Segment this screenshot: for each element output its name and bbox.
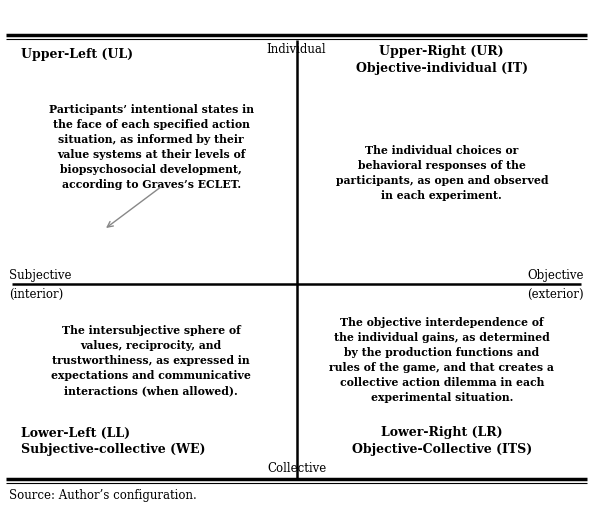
Text: (exterior): (exterior) <box>528 289 584 301</box>
Text: The intersubjective sphere of
values, reciprocity, and
trustworthiness, as expre: The intersubjective sphere of values, re… <box>51 325 251 396</box>
Text: Objective: Objective <box>528 269 584 281</box>
Text: Upper-Left (UL): Upper-Left (UL) <box>21 48 133 61</box>
Text: The objective interdependence of
the individual gains, as determined
by the prod: The objective interdependence of the ind… <box>329 317 554 404</box>
Text: Lower-Right (LR): Lower-Right (LR) <box>381 426 503 440</box>
Text: Participants’ intentional states in
the face of each specified action
situation,: Participants’ intentional states in the … <box>49 103 254 190</box>
Text: Subjective: Subjective <box>9 269 71 281</box>
Text: Objective-Collective (ITS): Objective-Collective (ITS) <box>352 443 532 456</box>
Text: The individual choices or
behavioral responses of the
participants, as open and : The individual choices or behavioral res… <box>336 145 548 201</box>
Text: Individual: Individual <box>267 43 326 56</box>
Text: Objective-individual (IT): Objective-individual (IT) <box>356 62 528 75</box>
Text: Lower-Left (LL): Lower-Left (LL) <box>21 426 130 440</box>
Text: Subjective-collective (WE): Subjective-collective (WE) <box>21 443 205 456</box>
Text: (interior): (interior) <box>9 289 63 301</box>
Text: Collective: Collective <box>267 462 326 475</box>
Text: Upper-Right (UR): Upper-Right (UR) <box>380 45 504 58</box>
Text: Source: Author’s configuration.: Source: Author’s configuration. <box>9 489 197 502</box>
